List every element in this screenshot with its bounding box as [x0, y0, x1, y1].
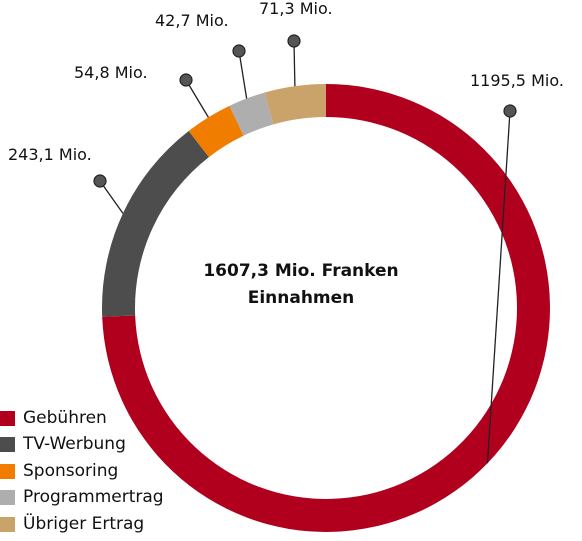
callout-dot	[93, 174, 107, 188]
legend-swatch	[0, 463, 15, 479]
legend-swatch	[0, 516, 15, 532]
value-label-gebuehren: 1195,5 Mio.	[470, 71, 564, 90]
legend-item-uebriger-ertrag: Übriger Ertrag	[0, 511, 164, 538]
callout-line	[486, 110, 511, 464]
slice-uebriger-ertrag	[264, 84, 326, 125]
legend-label: TV-Werbung	[23, 434, 126, 455]
callout-dot	[503, 104, 517, 118]
slice-programmertrag	[229, 92, 274, 136]
legend-item-sponsoring: Sponsoring	[0, 458, 164, 485]
value-label-uebriger-ertrag: 71,3 Mio.	[259, 0, 333, 18]
callout-line	[238, 50, 248, 99]
value-label-sponsoring: 54,8 Mio.	[74, 63, 148, 82]
legend-item-gebuehren: Gebühren	[0, 405, 164, 432]
slice-sponsoring	[188, 105, 244, 158]
legend-item-tv-werbung: TV-Werbung	[0, 432, 164, 459]
donut-slices	[102, 84, 551, 532]
callout-dot	[232, 44, 246, 58]
legend-label: Gebühren	[23, 407, 107, 428]
callouts: 1195,5 Mio. 243,1 Mio. 54,8 Mio. 42,7 Mio. 7…	[8, 0, 564, 464]
legend-swatch	[0, 410, 15, 426]
legend-item-programmertrag: Programmertrag	[0, 485, 164, 512]
legend-label: Programmertrag	[23, 487, 164, 508]
legend-label: Übriger Ertrag	[23, 513, 145, 534]
callout-line	[185, 79, 209, 118]
legend: Gebühren TV-Werbung Sponsoring Programme…	[0, 405, 164, 538]
callout-line	[99, 180, 124, 214]
callout-dot	[179, 73, 193, 87]
callout-line	[293, 40, 296, 87]
legend-swatch	[0, 437, 15, 453]
center-caption-label: Einnahmen	[248, 288, 355, 308]
value-label-programmertrag: 42,7 Mio.	[155, 11, 229, 30]
value-label-tv-werbung: 243,1 Mio.	[8, 145, 92, 164]
slice-tv-werbung	[102, 131, 209, 317]
callout-dot	[287, 34, 301, 48]
legend-label: Sponsoring	[23, 460, 119, 481]
center-total-label: 1607,3 Mio. Franken	[203, 261, 398, 281]
legend-swatch	[0, 490, 15, 506]
